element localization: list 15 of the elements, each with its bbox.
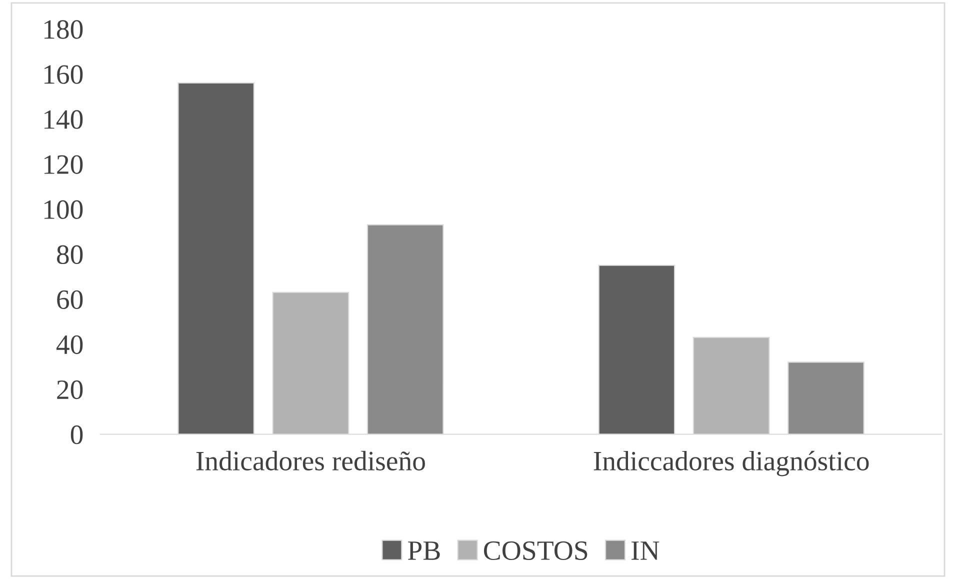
y-tick-label: 20 [57,380,83,400]
legend-label: PB [408,542,440,560]
y-tick-label: 0 [70,425,83,444]
y-tick-label: 180 [44,20,83,39]
legend-label: IN [632,542,660,560]
y-tick-label: 140 [44,110,83,129]
y-tick-label: 160 [44,65,83,84]
y-tick-label: 60 [57,290,83,310]
legend-label: COSTOS [484,541,588,560]
y-tick-label: 120 [44,155,83,174]
x-tick-label: Indicadores rediseño [196,450,425,470]
y-tick-label: 80 [56,245,83,264]
y-tick-label: 40 [56,335,83,354]
y-tick-label: 100 [44,200,83,219]
x-tick-label: Indiccadores diagnóstico [594,450,869,476]
